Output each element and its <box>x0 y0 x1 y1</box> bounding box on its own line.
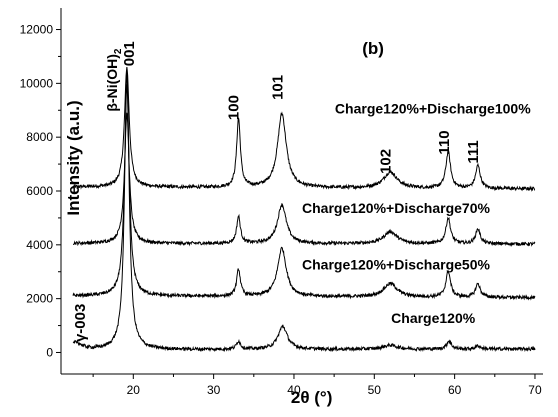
series-label-2: Charge120%+Discharge50% <box>302 257 490 273</box>
series-line-2 <box>72 84 536 301</box>
peak-label-0: 001 <box>121 41 138 66</box>
x-tick-label-3: 50 <box>368 383 382 397</box>
panel-label: (b) <box>362 39 384 58</box>
y-tick-label-2: 4000 <box>26 238 53 252</box>
series-layer <box>72 67 536 353</box>
axes-layer: 0 2000 4000 6000 8000 10000 12000 20 30 40 50 60 70 <box>20 8 543 397</box>
x-axis-title-unit: (°) <box>314 388 332 407</box>
phase-label-main: β-Ni(OH) <box>104 54 120 112</box>
series-label-1: Charge120%+Discharge70% <box>302 200 490 216</box>
peak-label-5: 111 <box>465 140 482 163</box>
phase-label-subscript: 2 <box>113 48 124 54</box>
y-tick-label-5: 10000 <box>20 76 54 90</box>
peak-label-2: 101 <box>270 75 287 100</box>
y-tick-label-4: 8000 <box>26 130 53 144</box>
labels-layer: Charge120%+Discharge100% Charge120%+Disch… <box>64 39 531 407</box>
x-axis-title-symbol: 2θ <box>291 388 314 407</box>
x-tick-label-2: 40 <box>287 383 301 397</box>
peak-label-1: 100 <box>226 95 243 120</box>
phase-label: β-Ni(OH)2 <box>104 48 124 112</box>
x-tick-label-1: 30 <box>207 383 221 397</box>
peak-label-6: γ-003 <box>72 304 89 342</box>
x-tick-label-5: 70 <box>528 383 542 397</box>
series-label-0: Charge120%+Discharge100% <box>335 100 531 116</box>
y-tick-label-6: 12000 <box>20 23 54 37</box>
peak-label-3: 102 <box>377 149 394 174</box>
x-tick-label-4: 60 <box>448 383 462 397</box>
series-label-3: Charge120% <box>391 310 476 326</box>
x-axis-title: 2θ (°) <box>291 388 333 407</box>
x-tick-label-0: 20 <box>127 383 141 397</box>
series-line-3 <box>72 71 536 353</box>
y-tick-label-1: 2000 <box>26 292 53 306</box>
series-line-0 <box>72 67 536 192</box>
series-line-1 <box>72 112 536 247</box>
y-axis-title: Intensity (a.u.) <box>64 100 83 215</box>
y-tick-label-3: 6000 <box>26 184 53 198</box>
peak-label-4: 110 <box>436 130 453 154</box>
y-tick-label-0: 0 <box>46 345 53 359</box>
